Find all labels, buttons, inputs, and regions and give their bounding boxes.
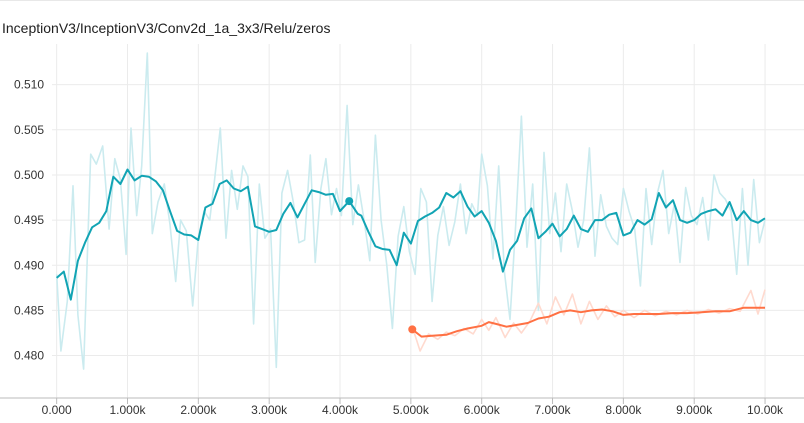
series-marker-1 — [345, 197, 354, 206]
smoothed-series — [56, 168, 766, 338]
y-tick-label: 0.500 — [14, 168, 44, 182]
markers — [345, 197, 417, 334]
y-tick-label: 0.490 — [14, 258, 44, 272]
raw-series-line-1 — [55, 52, 766, 370]
smoothed-series-line-2 — [411, 306, 765, 338]
x-tick-label: 5.000k — [393, 403, 430, 417]
y-tick-label: 0.505 — [14, 123, 44, 137]
x-tick-label: 7.000k — [535, 403, 572, 417]
top-divider — [0, 0, 804, 7]
x-tick-label: 6.000k — [464, 403, 501, 417]
smoothed-series-line-1 — [56, 168, 766, 301]
x-tick-label: 4.000k — [322, 403, 359, 417]
x-tick-label: 8.000k — [605, 403, 642, 417]
series-marker-2 — [408, 325, 417, 334]
x-tick-label: 9.000k — [676, 403, 713, 417]
raw-series-line-2 — [411, 289, 766, 352]
y-tick-label: 0.495 — [14, 213, 44, 227]
y-tick-label: 0.485 — [14, 303, 44, 317]
y-tick-label: 0.510 — [14, 78, 44, 92]
x-tick-label: 3.000k — [251, 403, 288, 417]
x-tick-labels: 0.000 1.000k 2.000k 3.000k 4.000k 5.000k 6.000… — [42, 403, 784, 417]
x-tick-label: 2.000k — [180, 403, 217, 417]
chart-title: InceptionV3/InceptionV3/Conv2d_1a_3x3/Re… — [2, 20, 331, 36]
x-tick-label: 0.000 — [42, 403, 72, 417]
axes — [0, 397, 804, 404]
y-tick-label: 0.480 — [14, 349, 44, 363]
x-tick-label: 1.000k — [109, 403, 146, 417]
y-tick-labels: 0.480 0.485 0.490 0.495 0.500 0.505 0.510 — [14, 78, 44, 363]
x-tick-label: 10.00k — [747, 403, 784, 417]
